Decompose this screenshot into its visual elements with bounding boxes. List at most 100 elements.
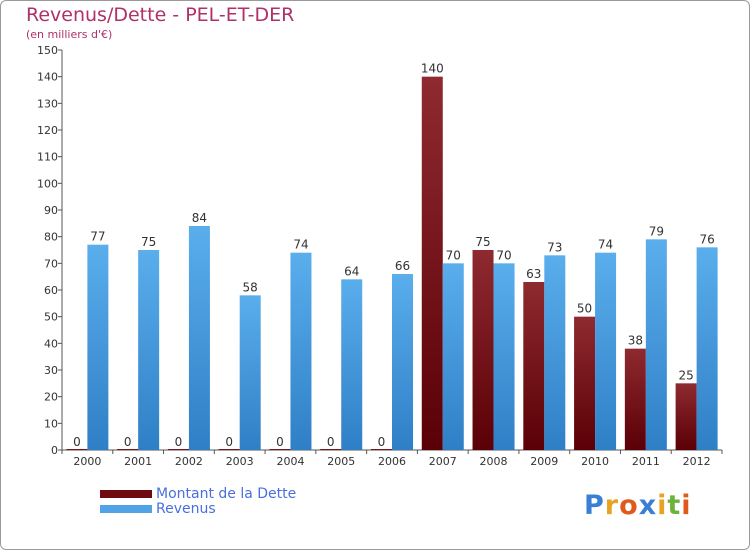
bar-revenus (595, 252, 617, 450)
y-tick-label: 140 (37, 71, 58, 84)
chart-legend: Montant de la Dette Revenus (100, 485, 297, 517)
y-tick-label: 60 (44, 284, 58, 297)
data-label: 75 (141, 235, 156, 249)
y-tick-label: 30 (44, 364, 58, 377)
x-tick-label: 2012 (683, 455, 711, 468)
data-label: 38 (628, 334, 643, 348)
bar-revenus (290, 252, 312, 450)
bar-revenus (138, 250, 160, 450)
bar-revenus (188, 226, 210, 450)
logo-letter: P (584, 490, 605, 521)
bar-revenus (87, 244, 109, 450)
y-tick-label: 50 (44, 311, 58, 324)
bar-dette (574, 316, 596, 450)
data-label: 58 (243, 280, 258, 294)
bar-dette (624, 348, 646, 450)
bar-revenus (239, 295, 261, 450)
logo-letter: r (604, 490, 620, 521)
bar-dette (523, 282, 545, 450)
legend-swatch-dette (100, 489, 152, 498)
chart-axes: 0 10 20 30 40 50 60 70 80 90 100 110 120 130 140 150 200… (37, 44, 723, 468)
y-tick-label: 20 (44, 391, 58, 404)
y-tick-label: 0 (51, 444, 58, 457)
x-tick-label: 2002 (175, 455, 203, 468)
x-tick-label: 2008 (480, 455, 508, 468)
x-tick-label: 2004 (276, 455, 304, 468)
bar-revenus (493, 263, 515, 450)
bar-dette (320, 449, 342, 450)
legend-label-revenus: Revenus (156, 500, 216, 517)
y-tick-label: 110 (37, 151, 58, 164)
chart-labels: 0 77 0 75 0 84 0 58 0 74 0 64 0 66 140 70 75 70 63 73 50 74 38… (73, 62, 715, 449)
y-tick-label: 130 (37, 97, 58, 110)
y-tick-label: 90 (44, 204, 58, 217)
data-label: 50 (577, 302, 592, 316)
x-tick-label: 2005 (327, 455, 355, 468)
x-tick-label: 2011 (632, 455, 660, 468)
data-label: 77 (90, 230, 105, 244)
x-tick-label: 2003 (226, 455, 254, 468)
proxiti-logo: Proxiti (584, 490, 692, 521)
data-label: 140 (421, 62, 444, 76)
chart-title: Revenus/Dette - PEL-ET-DER (26, 4, 295, 26)
data-label: 75 (475, 235, 490, 249)
bar-dette (472, 250, 494, 450)
bar-dette (371, 449, 392, 450)
x-tick-label: 2010 (581, 455, 609, 468)
x-tick-label: 2007 (429, 455, 457, 468)
legend-item-dette: Montant de la Dette (100, 485, 297, 502)
logo-letter: o (619, 490, 639, 521)
data-label: 0 (175, 435, 183, 449)
bar-revenus (645, 239, 667, 450)
x-tick-label: 2006 (378, 455, 406, 468)
bar-dette (218, 449, 240, 450)
y-tick-label: 120 (37, 124, 58, 137)
bar-dette (117, 449, 139, 450)
data-label: 79 (649, 224, 664, 238)
data-label: 63 (526, 267, 541, 281)
bar-revenus (341, 279, 363, 450)
data-label: 84 (192, 211, 207, 225)
data-label: 0 (225, 435, 233, 449)
logo-letter: t (667, 490, 682, 521)
bar-dette (66, 449, 88, 450)
x-tick-label: 2009 (530, 455, 558, 468)
bar-dette (167, 449, 189, 450)
data-label: 0 (378, 435, 386, 449)
bar-revenus (544, 255, 566, 450)
legend-label-dette: Montant de la Dette (156, 485, 297, 502)
data-label: 76 (699, 232, 714, 246)
x-tick-label: 2001 (124, 455, 152, 468)
data-label: 66 (395, 259, 410, 273)
bar-revenus (696, 247, 718, 450)
y-tick-label: 40 (44, 337, 58, 350)
data-label: 70 (446, 248, 461, 262)
data-label: 0 (276, 435, 284, 449)
logo-letter: i (681, 490, 692, 521)
x-tick-label: 2000 (73, 455, 101, 468)
data-label: 73 (547, 240, 562, 254)
data-label: 74 (293, 238, 308, 252)
logo-letter: x (638, 490, 658, 521)
data-label: 64 (344, 264, 359, 278)
bar-dette (269, 449, 291, 450)
data-label: 74 (598, 238, 613, 252)
data-label: 0 (327, 435, 335, 449)
logo-letter: i (657, 490, 668, 521)
bar-dette (421, 76, 443, 451)
bar-revenus (442, 263, 464, 450)
data-label: 25 (678, 368, 693, 382)
y-tick-label: 100 (37, 177, 58, 190)
bar-revenus (392, 274, 413, 450)
data-label: 0 (124, 435, 132, 449)
chart-subtitle: (en milliers d'€) (26, 28, 113, 41)
y-tick-label: 70 (44, 257, 58, 270)
bar-dette (675, 383, 697, 450)
y-tick-label: 150 (37, 44, 58, 57)
y-tick-label: 80 (44, 231, 58, 244)
data-label: 0 (73, 435, 81, 449)
chart-bars (66, 76, 718, 451)
legend-swatch-revenus (100, 504, 152, 513)
